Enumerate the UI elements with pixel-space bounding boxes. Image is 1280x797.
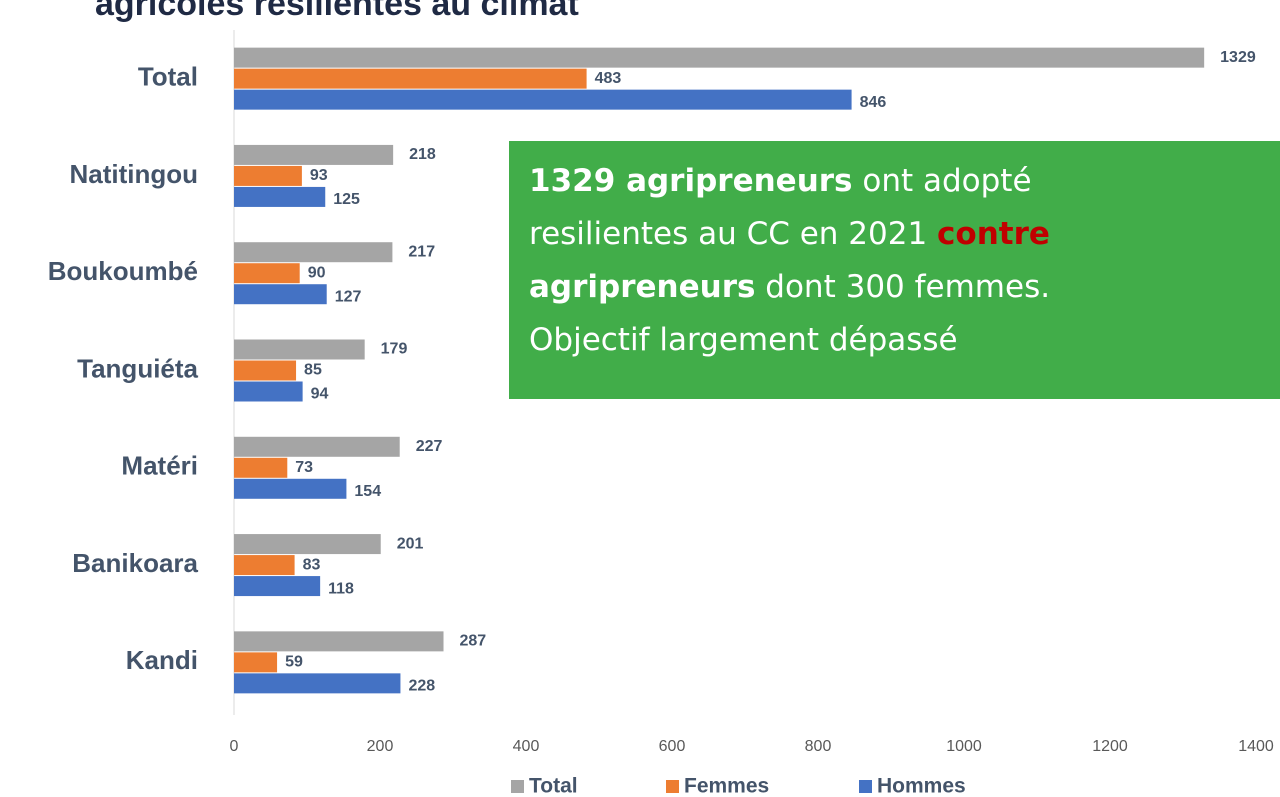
data-label: 125 <box>333 191 360 208</box>
bar <box>234 436 400 457</box>
bar <box>234 339 365 360</box>
annotation-box: 1329 agripreneurs ont adopté resilientes… <box>509 141 1280 399</box>
y-tick-label: Natitingou <box>69 159 198 189</box>
x-tick-label: 1200 <box>1092 738 1128 755</box>
x-tick-label: 0 <box>230 738 239 755</box>
bar <box>234 478 347 499</box>
y-tick-label: Boukoumbé <box>48 256 198 286</box>
chart-title: agricoles resilientes au climat <box>95 0 579 23</box>
bar <box>234 242 393 263</box>
data-label: 1329 <box>1220 49 1256 66</box>
data-label: 94 <box>311 386 329 403</box>
y-tick-label: Matéri <box>121 451 198 481</box>
data-label: 154 <box>354 483 381 500</box>
bar <box>234 360 297 381</box>
annotation-text: 1329 agripreneurs <box>529 163 853 199</box>
data-label: 179 <box>381 341 408 358</box>
annotation-text: resilientes au CC en 2021 <box>529 216 938 252</box>
data-label: 59 <box>285 654 303 671</box>
annotation-text: ont adopté <box>852 163 1042 199</box>
annotation-line: Objectif largement dépassé <box>529 322 958 358</box>
data-label: 90 <box>308 264 326 281</box>
x-tick-label: 800 <box>805 738 832 755</box>
data-label: 85 <box>304 362 322 379</box>
bar <box>234 263 300 284</box>
bar <box>234 165 302 186</box>
x-tick-label: 1000 <box>946 738 982 755</box>
annotation-line: resilientes au CC en 2021 contre <box>529 208 1280 261</box>
bar <box>234 652 278 673</box>
data-label: 483 <box>595 70 622 87</box>
legend-label: Total <box>529 775 578 797</box>
data-label: 73 <box>295 459 313 476</box>
bar <box>234 457 288 478</box>
data-label: 127 <box>335 288 362 305</box>
annotation-text: dont 300 femmes. <box>755 269 1051 305</box>
data-label: 846 <box>860 94 887 111</box>
data-label: 118 <box>328 580 354 597</box>
bar <box>234 68 587 89</box>
bar <box>234 381 303 402</box>
bar <box>234 47 1205 68</box>
bar <box>234 576 321 597</box>
x-tick-label: 400 <box>513 738 540 755</box>
legend-swatch <box>666 780 679 793</box>
data-label: 217 <box>408 243 435 260</box>
data-label: 201 <box>397 535 424 552</box>
data-label: 218 <box>409 146 436 163</box>
legend-label: Hommes <box>877 775 966 797</box>
x-tick-label: 600 <box>659 738 686 755</box>
x-tick-label: 200 <box>367 738 394 755</box>
bar <box>234 673 401 694</box>
y-tick-label: Banikoara <box>72 548 198 578</box>
data-label: 227 <box>416 438 443 455</box>
x-tick-label: 1400 <box>1238 738 1274 755</box>
data-label: 83 <box>303 556 321 573</box>
y-tick-label: Total <box>138 62 198 92</box>
bar <box>234 89 852 110</box>
data-label: 228 <box>408 678 435 695</box>
bar <box>234 534 381 555</box>
annotation-text: contre <box>937 216 1050 252</box>
bar <box>234 555 295 576</box>
bar <box>234 284 327 305</box>
legend-swatch <box>859 780 872 793</box>
data-label: 287 <box>460 633 487 650</box>
annotation-line: 1329 agripreneurs ont adopté <box>529 155 1280 208</box>
data-label: 93 <box>310 167 328 184</box>
bar <box>234 144 394 165</box>
bar <box>234 186 326 207</box>
bar <box>234 631 444 652</box>
y-tick-label: Kandi <box>126 645 198 675</box>
legend-label: Femmes <box>684 775 769 797</box>
annotation-line: agripreneurs dont 300 femmes. <box>529 261 1280 314</box>
annotation-text: agripreneurs <box>529 269 756 305</box>
legend-swatch <box>511 780 524 793</box>
y-tick-label: Tanguiéta <box>77 353 198 383</box>
